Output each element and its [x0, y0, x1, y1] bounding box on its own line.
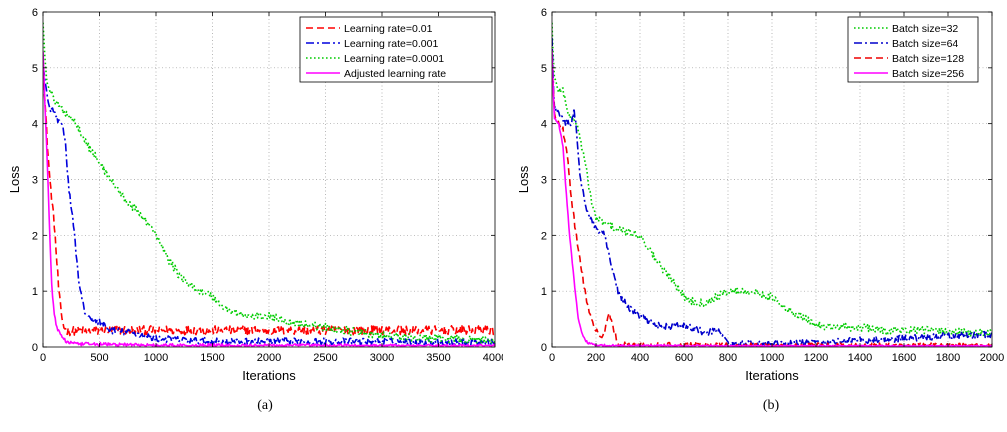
x-tick-label: 200	[587, 352, 605, 364]
legend: Batch size=32 Batch size=64 Batch size=128…	[847, 16, 979, 83]
caption-a: (a)	[257, 398, 273, 413]
y-tick-label: 6	[541, 7, 547, 19]
series-line-0	[552, 22, 992, 338]
legend-box	[847, 16, 979, 83]
x-tick-label: 3000	[370, 352, 394, 364]
caption-b: (b)	[762, 398, 780, 413]
y-tick-label: 5	[541, 63, 547, 75]
legend: Learning rate=0.01 Learning rate=0.001 Lea…	[299, 16, 493, 83]
y-tick-label: 1	[32, 286, 38, 298]
y-tick-label: 2	[541, 230, 547, 242]
x-tick-label: 800	[719, 352, 737, 364]
x-tick-label: 1000	[144, 352, 168, 364]
x-tick-label: 1000	[760, 352, 784, 364]
y-tick-label: 6	[32, 7, 38, 19]
y-tick-label: 4	[541, 119, 547, 131]
y-tick-label: 3	[32, 175, 38, 187]
chart-panel-b: 0 200 400 600 800 1000 1200 1400 1600 1800 2000 0 1 2…	[503, 0, 1007, 427]
x-tick-label: 1800	[936, 352, 960, 364]
x-tick-label: 500	[90, 352, 108, 364]
y-tick-label: 2	[32, 230, 38, 242]
y-axis-label: Loss	[7, 165, 22, 193]
x-tick-label: 400	[631, 352, 649, 364]
y-tick-label: 0	[541, 342, 547, 354]
legend-label-0: Batch size=32	[892, 23, 958, 35]
x-tick-label: 3500	[426, 352, 450, 364]
legend-label-3: Batch size=256	[892, 68, 964, 80]
legend-label-2: Learning rate=0.0001	[344, 53, 444, 65]
x-axis-label: Iterations	[745, 368, 799, 383]
y-tick-label: 4	[32, 119, 38, 131]
y-tick-label: 0	[32, 342, 38, 354]
x-tick-label: 1200	[804, 352, 828, 364]
legend-label-3: Adjusted learning rate	[344, 68, 446, 80]
x-tick-label: 0	[40, 352, 46, 364]
legend-label-1: Batch size=64	[892, 38, 958, 50]
x-tick-label: 0	[549, 352, 555, 364]
loss-chart-b: 0 200 400 600 800 1000 1200 1400 1600 1800 2000 0 1 2…	[516, 7, 1004, 383]
x-tick-label: 1600	[892, 352, 916, 364]
y-axis-label: Loss	[516, 165, 531, 193]
series-line-2	[43, 22, 495, 345]
x-tick-label: 1400	[848, 352, 872, 364]
x-tick-label: 2000	[980, 352, 1004, 364]
legend-label-2: Batch size=128	[892, 53, 964, 65]
y-tick-label: 1	[541, 286, 547, 298]
x-axis-label: Iterations	[242, 368, 296, 383]
x-tick-label: 2000	[257, 352, 281, 364]
legend-label-0: Learning rate=0.01	[344, 23, 433, 35]
legend-label-1: Learning rate=0.001	[344, 38, 438, 50]
x-tick-label: 2500	[313, 352, 337, 364]
y-tick-label: 5	[32, 63, 38, 75]
y-tick-label: 3	[541, 175, 547, 187]
x-tick-label: 1500	[200, 352, 224, 364]
x-tick-label: 600	[675, 352, 693, 364]
